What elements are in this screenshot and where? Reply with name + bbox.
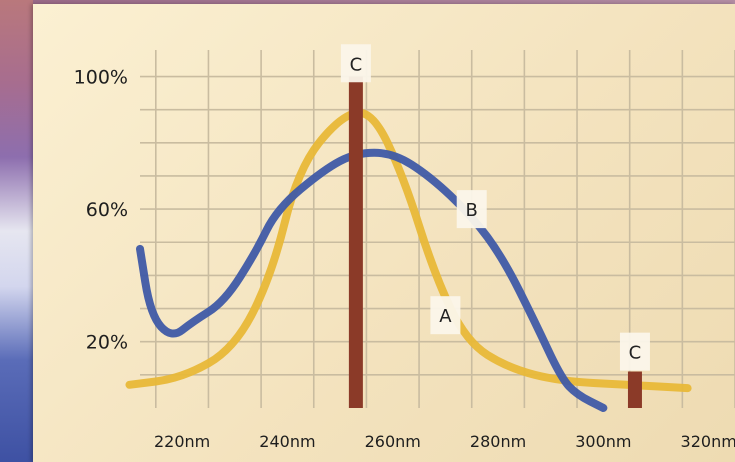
x-tick-label: 320nm [681,432,735,451]
y-tick-label: 100% [74,67,128,89]
bar-c [348,76,363,408]
x-tick-label: 300nm [575,432,631,451]
annotation-box [619,332,650,371]
annotation-box [340,44,371,83]
x-axis-labels: 220nm 240nm 260nm 280nm 300nm 320nm [154,432,735,451]
x-tick-label: 240nm [259,432,315,451]
annotation-box [430,296,461,335]
y-tick-label: 60% [86,199,128,221]
series-line-a [125,108,692,393]
series-line-b [136,148,608,412]
annotation-box [456,190,487,229]
x-tick-label: 220nm [154,432,210,451]
series-layer [125,76,692,412]
annotation-label-b: B [466,200,478,221]
x-tick-label: 260nm [365,432,421,451]
annotation-label-c: C [629,343,642,364]
top-strip [33,0,735,4]
y-tick-label: 20% [86,332,128,354]
y-axis-labels: 100% 60% 20% [74,67,128,354]
bar-c [627,371,642,408]
annotation-label-a: A [439,306,452,327]
x-tick-label: 280nm [470,432,526,451]
annotation-label-c: C [350,54,363,75]
annotations: C B A C [340,44,650,371]
